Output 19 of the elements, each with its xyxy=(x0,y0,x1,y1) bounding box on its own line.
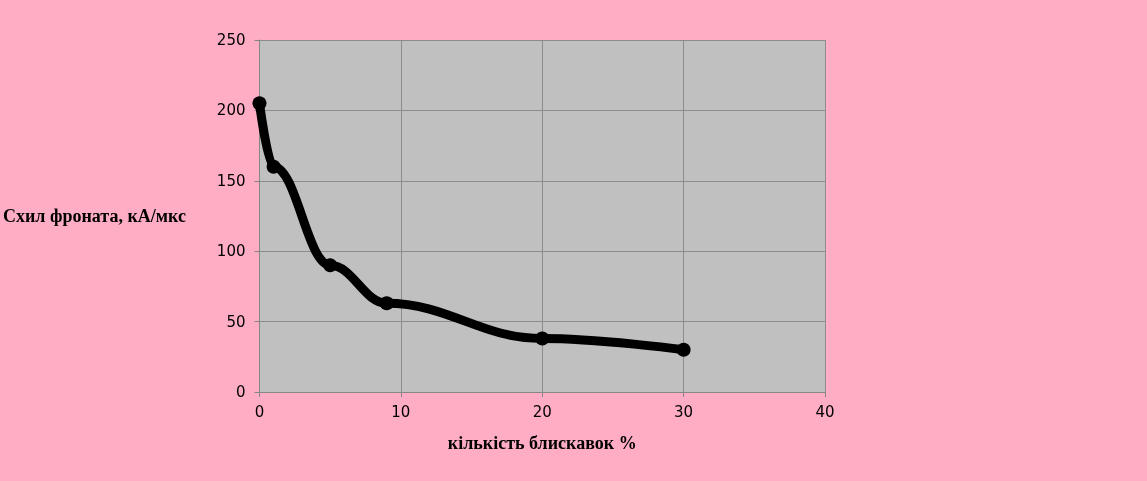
y-tick-label: 200 xyxy=(216,101,246,120)
y-tick-label: 100 xyxy=(216,242,246,261)
x-tick-label: 20 xyxy=(532,402,552,421)
point xyxy=(379,296,394,311)
point xyxy=(676,342,691,357)
y-axis-title: Схил фроната, кА/мкс xyxy=(3,206,186,226)
x-tick-label: 40 xyxy=(815,402,835,421)
y-tick-label: 150 xyxy=(216,171,246,190)
point xyxy=(535,331,550,346)
x-tick-label: 30 xyxy=(674,402,694,421)
point xyxy=(323,258,338,273)
y-tick-label: 0 xyxy=(235,383,246,401)
x-tick-label: 10 xyxy=(391,402,411,421)
y-tick-label: 250 xyxy=(216,31,246,49)
point xyxy=(252,96,267,111)
x-axis-title: кількість блискавок % xyxy=(447,433,637,453)
point xyxy=(266,159,281,174)
y-tick-label: 50 xyxy=(226,312,246,331)
x-tick-label: 0 xyxy=(254,402,265,421)
